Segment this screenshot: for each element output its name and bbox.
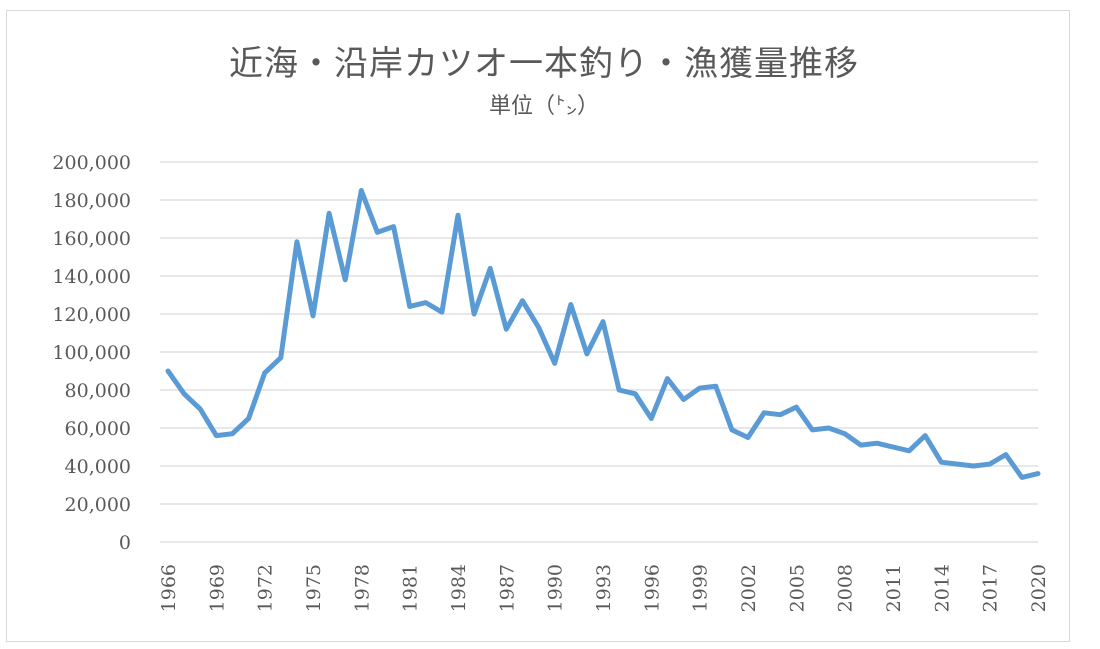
y-axis-ticks: 0 20,000 40,000 60,000 80,000 100,000 120,000 1… <box>52 152 131 554</box>
data-point <box>423 300 428 305</box>
data-point <box>971 464 976 468</box>
data-point <box>874 441 879 446</box>
data-point <box>166 369 170 373</box>
data-point <box>987 462 992 467</box>
data-point <box>262 370 267 375</box>
data-point <box>182 391 187 396</box>
x-axis-ticks: 1966 1969 1972 1975 1978 1981 1984 1987 1990 1993… <box>158 564 1050 612</box>
data-point <box>907 448 912 453</box>
y-tick-label: 120,000 <box>52 304 131 326</box>
data-point <box>552 361 557 366</box>
series-group <box>165 188 1041 480</box>
y-tick-label: 80,000 <box>65 380 131 402</box>
data-point <box>794 405 799 410</box>
data-point <box>568 302 573 307</box>
gridlines <box>160 161 1038 543</box>
data-point <box>327 211 332 216</box>
data-point <box>633 391 638 396</box>
y-tick-label: 160,000 <box>52 228 131 250</box>
data-point <box>939 460 944 465</box>
data-point <box>198 407 203 411</box>
data-point <box>214 433 219 438</box>
data-point <box>584 351 589 356</box>
data-point <box>778 412 783 417</box>
x-tick-label: 2011 <box>883 564 905 612</box>
data-point <box>1036 471 1040 476</box>
data-point <box>504 327 509 332</box>
data-point <box>391 224 396 229</box>
data-point <box>923 433 928 438</box>
data-point <box>762 410 767 415</box>
y-tick-label: 100,000 <box>52 342 131 364</box>
x-tick-label: 1978 <box>351 564 373 612</box>
data-point <box>246 416 251 421</box>
data-point <box>891 445 895 449</box>
data-point <box>343 277 348 282</box>
y-tick-label: 40,000 <box>65 456 131 478</box>
data-point <box>311 313 315 318</box>
x-tick-label: 2008 <box>835 564 857 612</box>
x-tick-label: 2014 <box>931 564 953 612</box>
x-tick-label: 2017 <box>980 564 1002 612</box>
y-tick-label: 20,000 <box>65 494 131 516</box>
chart-title: 近海・沿岸カツオ一本釣り・漁獲量推移 <box>229 44 859 84</box>
data-point <box>456 213 460 218</box>
data-point <box>520 298 525 303</box>
x-tick-label: 1975 <box>303 564 325 612</box>
data-point <box>665 376 670 381</box>
data-point <box>230 431 235 436</box>
y-tick-label: 180,000 <box>52 190 131 212</box>
data-point <box>617 388 622 392</box>
x-tick-label: 1981 <box>400 564 422 612</box>
data-point <box>439 310 444 315</box>
data-point <box>842 431 847 436</box>
x-tick-label: 2020 <box>1028 564 1050 612</box>
data-point <box>488 266 493 271</box>
data-point <box>810 427 815 432</box>
x-tick-label: 1990 <box>545 564 567 612</box>
data-point <box>407 304 412 309</box>
y-tick-label: 60,000 <box>65 418 131 440</box>
data-point <box>278 355 283 360</box>
x-tick-label: 1993 <box>593 564 615 612</box>
data-point <box>375 230 380 235</box>
data-point <box>826 426 831 430</box>
x-tick-label: 1999 <box>690 564 712 612</box>
data-point <box>359 188 364 193</box>
data-point <box>746 435 750 440</box>
series-line <box>165 188 1041 480</box>
y-tick-label: 0 <box>119 532 131 554</box>
x-tick-label: 2005 <box>786 564 808 612</box>
x-tick-label: 1984 <box>448 564 470 612</box>
chart-subtitle: 単位（㌧） <box>488 94 599 119</box>
y-tick-label: 140,000 <box>52 266 131 288</box>
x-tick-label: 2002 <box>738 564 760 612</box>
data-point <box>858 443 863 448</box>
data-point <box>294 239 299 244</box>
x-tick-label: 1987 <box>496 564 518 612</box>
data-point <box>681 397 686 402</box>
data-point <box>713 384 718 389</box>
x-tick-label: 1996 <box>641 564 663 612</box>
data-point <box>536 325 541 330</box>
data-point <box>601 319 605 324</box>
data-point <box>697 386 702 391</box>
x-tick-label: 1969 <box>206 564 228 612</box>
y-tick-label: 200,000 <box>52 152 131 174</box>
x-tick-label: 1972 <box>255 564 277 612</box>
data-point <box>1019 475 1024 480</box>
x-tick-label: 1966 <box>158 564 180 612</box>
data-point <box>955 462 960 467</box>
data-point <box>729 427 734 432</box>
data-point <box>649 416 654 421</box>
data-point <box>1003 452 1008 457</box>
data-point <box>472 312 477 316</box>
